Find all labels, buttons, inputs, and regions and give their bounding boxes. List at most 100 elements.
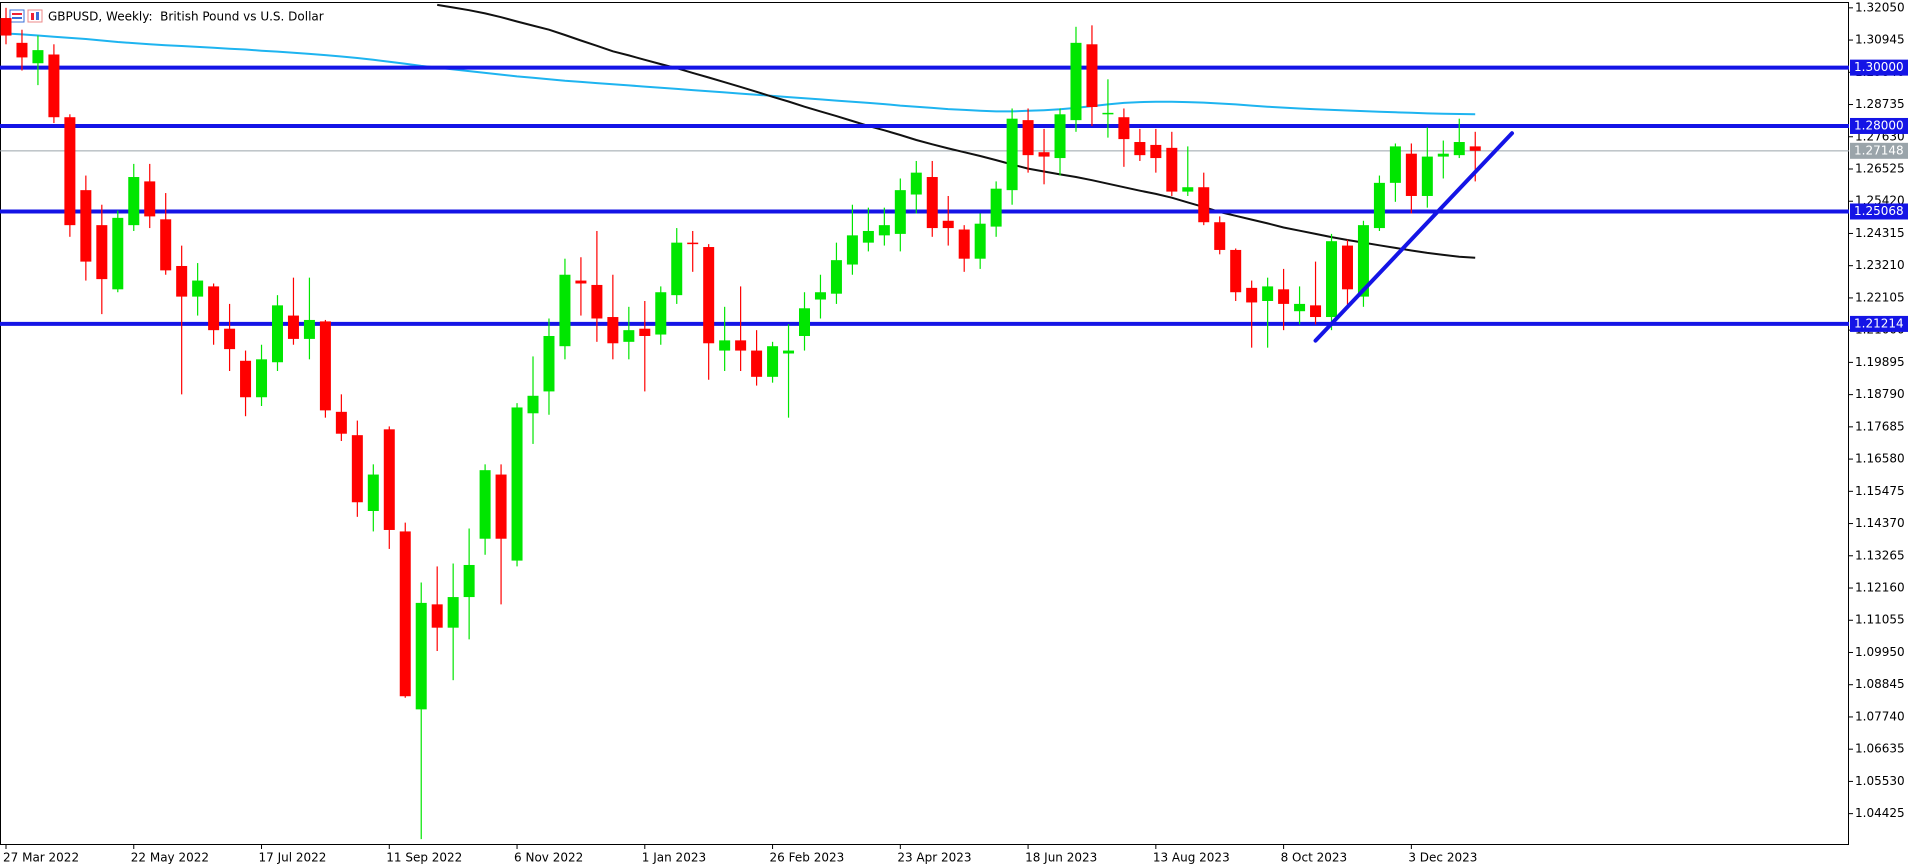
y-tick-label: 1.28735 [1855, 97, 1905, 111]
candle-body [1134, 142, 1146, 156]
candle-body [1326, 241, 1338, 318]
y-tick-label: 1.12160 [1855, 581, 1905, 595]
candle-body [335, 411, 347, 434]
level-label: 1.30000 [1854, 60, 1904, 74]
x-tick-label: 26 Feb 2023 [770, 851, 845, 865]
x-tick-label: 18 Jun 2023 [1025, 851, 1097, 865]
candle-body [1262, 286, 1274, 301]
candle-body [399, 531, 411, 697]
candle-body [1038, 152, 1050, 157]
candle-body [128, 177, 140, 226]
candle-body [1118, 117, 1130, 140]
candle-body [719, 340, 731, 351]
y-tick-label: 1.18790 [1855, 387, 1905, 401]
candle-body [639, 328, 651, 336]
level-box [1850, 59, 1908, 76]
icon [12, 17, 22, 19]
candle-body [783, 350, 795, 354]
plot-frame [0, 2, 1849, 845]
x-tick-label: 1 Jan 2023 [642, 851, 706, 865]
moving-average-line [437, 3, 1476, 259]
candle-body [511, 407, 523, 561]
candle-body [942, 220, 954, 229]
candle-body [846, 235, 858, 265]
y-tick-label: 1.32050 [1855, 0, 1905, 14]
level-box [1850, 315, 1908, 332]
candle-body [735, 340, 747, 351]
candle-body [495, 474, 507, 539]
candle-body [271, 305, 283, 363]
candle-body [1357, 225, 1369, 297]
y-tick-label: 1.24315 [1855, 226, 1905, 240]
y-tick-label: 1.19895 [1855, 355, 1905, 369]
candle-body [1166, 147, 1178, 192]
candle-body [1086, 44, 1098, 108]
toolbar-icons [9, 9, 43, 23]
candle-body [1070, 42, 1082, 121]
y-tick-label: 1.06635 [1855, 742, 1905, 756]
candle-body [367, 474, 379, 512]
candle-body [878, 225, 890, 236]
level-label: 1.28000 [1854, 118, 1904, 132]
y-tick-label: 1.15475 [1855, 484, 1905, 498]
candle-body [1102, 112, 1114, 115]
last-price-label: 1.27148 [1854, 143, 1904, 157]
y-tick-label: 1.13265 [1855, 548, 1905, 562]
x-tick-label: 22 May 2022 [131, 851, 209, 865]
x-tick-label: 13 Aug 2023 [1153, 851, 1230, 865]
y-tick-label: 1.04425 [1855, 806, 1905, 820]
x-tick-label: 27 Mar 2022 [3, 851, 79, 865]
icon [9, 9, 25, 23]
candle-body [1214, 222, 1226, 250]
y-tick-label: 1.17685 [1855, 419, 1905, 433]
candle-body [862, 230, 874, 243]
chart-title: GBPUSD, Weekly: British Pound vs U.S. Do… [48, 10, 324, 24]
y-tick-label: 1.30945 [1855, 33, 1905, 47]
candle-body [256, 359, 268, 398]
candle-body [1341, 245, 1353, 290]
candle-body [591, 284, 603, 319]
candle-body [32, 50, 44, 64]
candle-body [1405, 153, 1417, 196]
y-tick-label: 1.26525 [1855, 161, 1905, 175]
last-price-box [1850, 142, 1908, 159]
candle-body [192, 280, 204, 297]
candle-body [655, 292, 667, 335]
candle-body [1294, 303, 1306, 312]
candle-body [751, 350, 763, 377]
candle-body [1022, 120, 1034, 156]
candle-body [1389, 146, 1401, 183]
candle-body [80, 190, 92, 262]
candle-body [1246, 287, 1258, 303]
plot-area [0, 3, 1849, 840]
candle-body [431, 604, 443, 628]
candle-body [1230, 249, 1242, 293]
candle-body [1373, 182, 1385, 229]
candle-body [767, 346, 779, 377]
level-label: 1.25068 [1854, 204, 1904, 218]
candle-body [527, 395, 539, 414]
y-tick-label: 1.11055 [1855, 613, 1905, 627]
candle-body [671, 242, 683, 296]
candle-body [1150, 144, 1162, 159]
candle-body [607, 317, 619, 344]
candle-body [543, 335, 555, 392]
candle-body [303, 319, 315, 339]
x-tick-label: 11 Sep 2022 [386, 851, 462, 865]
candle-body [351, 435, 363, 503]
candle-body [990, 188, 1002, 227]
level-box [1850, 117, 1908, 134]
level-box [1850, 203, 1908, 220]
x-tick-label: 3 Dec 2023 [1408, 851, 1477, 865]
candle-body [575, 280, 587, 284]
candle-body [1198, 187, 1210, 223]
candle-body [687, 242, 699, 245]
y-tick-label: 1.05530 [1855, 774, 1905, 788]
candle-body [1006, 118, 1018, 191]
candle-body [1437, 153, 1449, 157]
candle-body [319, 321, 331, 411]
x-tick-label: 23 Apr 2023 [897, 851, 971, 865]
candle-body [48, 54, 60, 118]
